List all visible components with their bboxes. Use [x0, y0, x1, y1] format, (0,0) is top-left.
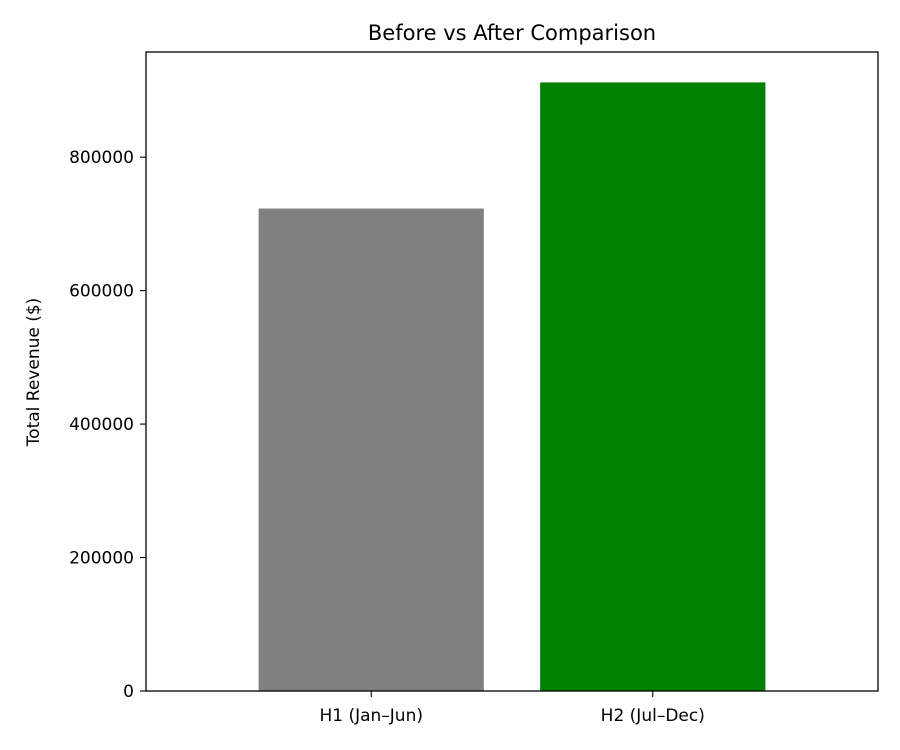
y-tick-label: 400000 [69, 415, 134, 435]
bar-2 [540, 82, 766, 691]
bars-group [258, 82, 766, 691]
y-ticks-group: 0 200000 400000 600000 800000 [69, 148, 146, 702]
x-tick-label: H2 (Jul–Dec) [601, 706, 705, 726]
y-tick-label: 800000 [69, 148, 134, 168]
x-tick-label: H1 (Jan–Jun) [319, 706, 423, 726]
y-axis-label: Total Revenue ($) [24, 298, 44, 448]
y-tick-label: 0 [123, 682, 134, 702]
y-tick-label: 200000 [69, 549, 134, 569]
bar-1 [258, 208, 484, 691]
plot-frame [145, 51, 879, 692]
chart-title: Before vs After Comparison [368, 21, 656, 45]
x-ticks-group: H1 (Jan–Jun) H2 (Jul–Dec) [319, 691, 705, 726]
y-tick-label: 600000 [69, 282, 134, 302]
